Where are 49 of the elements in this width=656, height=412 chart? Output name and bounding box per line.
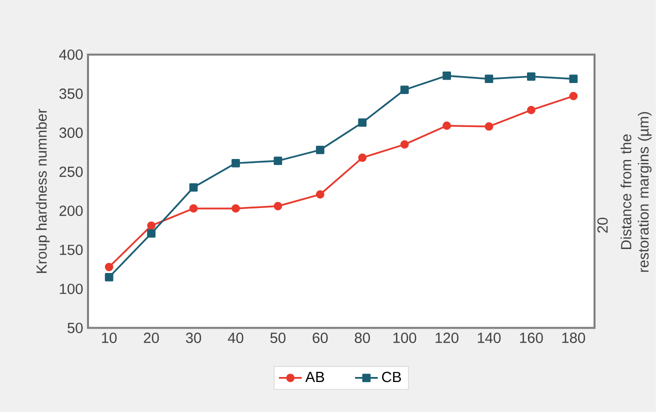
point bbox=[274, 202, 282, 210]
point bbox=[484, 122, 494, 131]
legend-label: AB bbox=[305, 372, 324, 382]
point bbox=[147, 229, 156, 238]
x-tick-label: 180 bbox=[562, 332, 586, 344]
x-tick-label: 30 bbox=[186, 332, 202, 344]
point bbox=[569, 92, 578, 100]
x-tick-label: 10 bbox=[102, 332, 117, 344]
point bbox=[232, 159, 240, 168]
point bbox=[147, 221, 156, 230]
x-tick-label: 120 bbox=[436, 332, 458, 344]
x-tick-label: 60 bbox=[312, 332, 328, 344]
point bbox=[104, 273, 114, 282]
point bbox=[527, 72, 536, 81]
x-tick-label: 140 bbox=[478, 332, 501, 344]
x-tick-label: 50 bbox=[270, 332, 286, 344]
point bbox=[232, 204, 240, 213]
y-tick-label: 250 bbox=[60, 166, 83, 178]
point bbox=[400, 140, 409, 149]
point bbox=[442, 72, 451, 80]
point bbox=[316, 190, 324, 199]
y-tick-label: 350 bbox=[59, 88, 83, 99]
x-tick-label: 80 bbox=[354, 332, 370, 344]
point bbox=[442, 122, 451, 130]
x-tick-label: 40 bbox=[228, 332, 244, 344]
legend-label: CB bbox=[382, 372, 401, 382]
y-tick-label: 400 bbox=[59, 50, 83, 60]
y-tick-label: 100 bbox=[60, 284, 83, 294]
point bbox=[316, 146, 324, 154]
y-tick-label: 300 bbox=[59, 128, 83, 138]
y2-axis-title: Distance from the restoration margins (µm) bbox=[620, 112, 652, 272]
point bbox=[274, 156, 282, 166]
point bbox=[189, 183, 198, 192]
x-tick-label: 160 bbox=[520, 332, 543, 344]
y-tick-label: 50 bbox=[68, 322, 83, 334]
y-tick-label: 200 bbox=[60, 206, 83, 216]
point bbox=[569, 74, 578, 84]
text: 20 bbox=[597, 218, 608, 233]
point bbox=[104, 262, 114, 272]
point bbox=[358, 154, 367, 162]
point bbox=[400, 86, 409, 94]
point bbox=[527, 106, 536, 114]
point bbox=[358, 118, 367, 127]
x-tick-label: 100 bbox=[393, 332, 416, 344]
point bbox=[189, 204, 198, 213]
y-axis-title: Kroup hardness numnber bbox=[36, 108, 50, 273]
x-tick-label: 20 bbox=[144, 332, 159, 344]
y-tick-label: 150 bbox=[60, 244, 83, 256]
point bbox=[484, 74, 494, 84]
